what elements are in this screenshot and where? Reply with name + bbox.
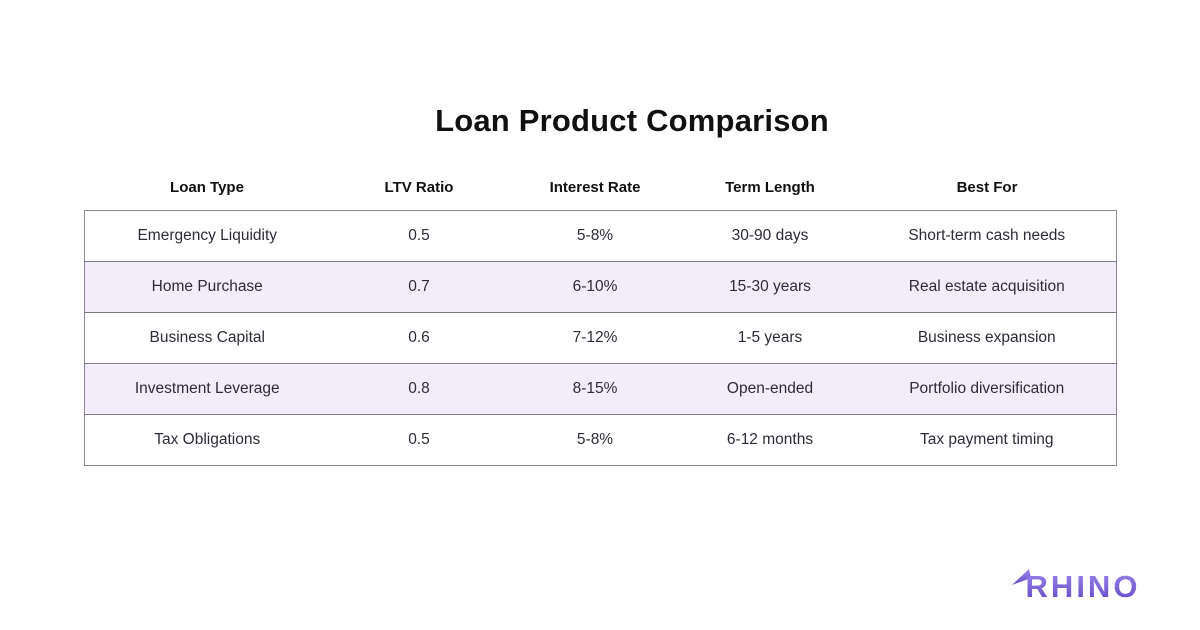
- cell-ltv-ratio: 0.5: [408, 431, 430, 448]
- cell-interest-rate: 5-8%: [576, 431, 614, 448]
- cell-loan-type: Investment Leverage: [134, 380, 280, 397]
- comparison-table: Emergency Liquidity 0.5 5-8% 30-90 days …: [83, 210, 1117, 466]
- table-row: Home Purchase 0.7 6-10% 15-30 years Real…: [84, 261, 1116, 313]
- cell-best-for: Tax payment timing: [919, 431, 1054, 448]
- cell-term-length: 1-5 years: [737, 329, 803, 346]
- cell-loan-type: Tax Obligations: [154, 431, 261, 448]
- cell-interest-rate: 5-8%: [576, 227, 614, 244]
- table-row: Investment Leverage 0.8 8-15% Open-ended…: [84, 363, 1116, 415]
- cell-interest-rate: 7-12%: [572, 329, 618, 346]
- cell-interest-rate: 6-10%: [572, 278, 618, 295]
- column-header-term-length: Term Length: [725, 178, 815, 196]
- cell-loan-type: Business Capital: [149, 329, 265, 346]
- column-header-interest-rate: Interest Rate: [549, 178, 641, 196]
- header-row: Loan Type LTV Ratio Interest Rate Term L…: [84, 178, 1116, 196]
- cell-term-length: 30-90 days: [731, 227, 809, 244]
- page-title: Loan Product Comparison: [435, 103, 829, 138]
- cell-interest-rate: 8-15%: [572, 380, 618, 397]
- cell-best-for: Short-term cash needs: [908, 227, 1066, 244]
- cell-loan-type: Home Purchase: [151, 278, 263, 295]
- table-row: Business Capital 0.6 7-12% 1-5 years Bus…: [84, 312, 1116, 364]
- cell-ltv-ratio: 0.6: [408, 329, 430, 346]
- rhino-logo-graphic: RHINO: [1012, 569, 1141, 604]
- rhino-horn-icon: [1012, 569, 1031, 585]
- cell-loan-type: Emergency Liquidity: [137, 227, 278, 244]
- column-header-ltv-ratio: LTV Ratio: [384, 178, 454, 196]
- column-header-loan-type: Loan Type: [170, 178, 244, 196]
- cell-best-for: Business expansion: [917, 329, 1056, 346]
- cell-best-for: Portfolio diversification: [909, 380, 1065, 397]
- rhino-logo: RHINO: [1009, 566, 1151, 604]
- cell-best-for: Real estate acquisition: [908, 278, 1065, 295]
- table-row: Emergency Liquidity 0.5 5-8% 30-90 days …: [84, 211, 1116, 262]
- cell-term-length: 15-30 years: [729, 278, 811, 295]
- cell-ltv-ratio: 0.8: [408, 380, 430, 397]
- cell-term-length: Open-ended: [726, 380, 814, 397]
- column-header-best-for: Best For: [956, 178, 1018, 196]
- brand-text: RHINO: [1026, 569, 1141, 604]
- table-header-row: Loan Type LTV Ratio Interest Rate Term L…: [84, 178, 1116, 196]
- cell-ltv-ratio: 0.5: [408, 227, 430, 244]
- table-row: Tax Obligations 0.5 5-8% 6-12 months Tax…: [84, 414, 1116, 466]
- cell-term-length: 6-12 months: [726, 431, 814, 448]
- cell-ltv-ratio: 0.7: [408, 278, 430, 295]
